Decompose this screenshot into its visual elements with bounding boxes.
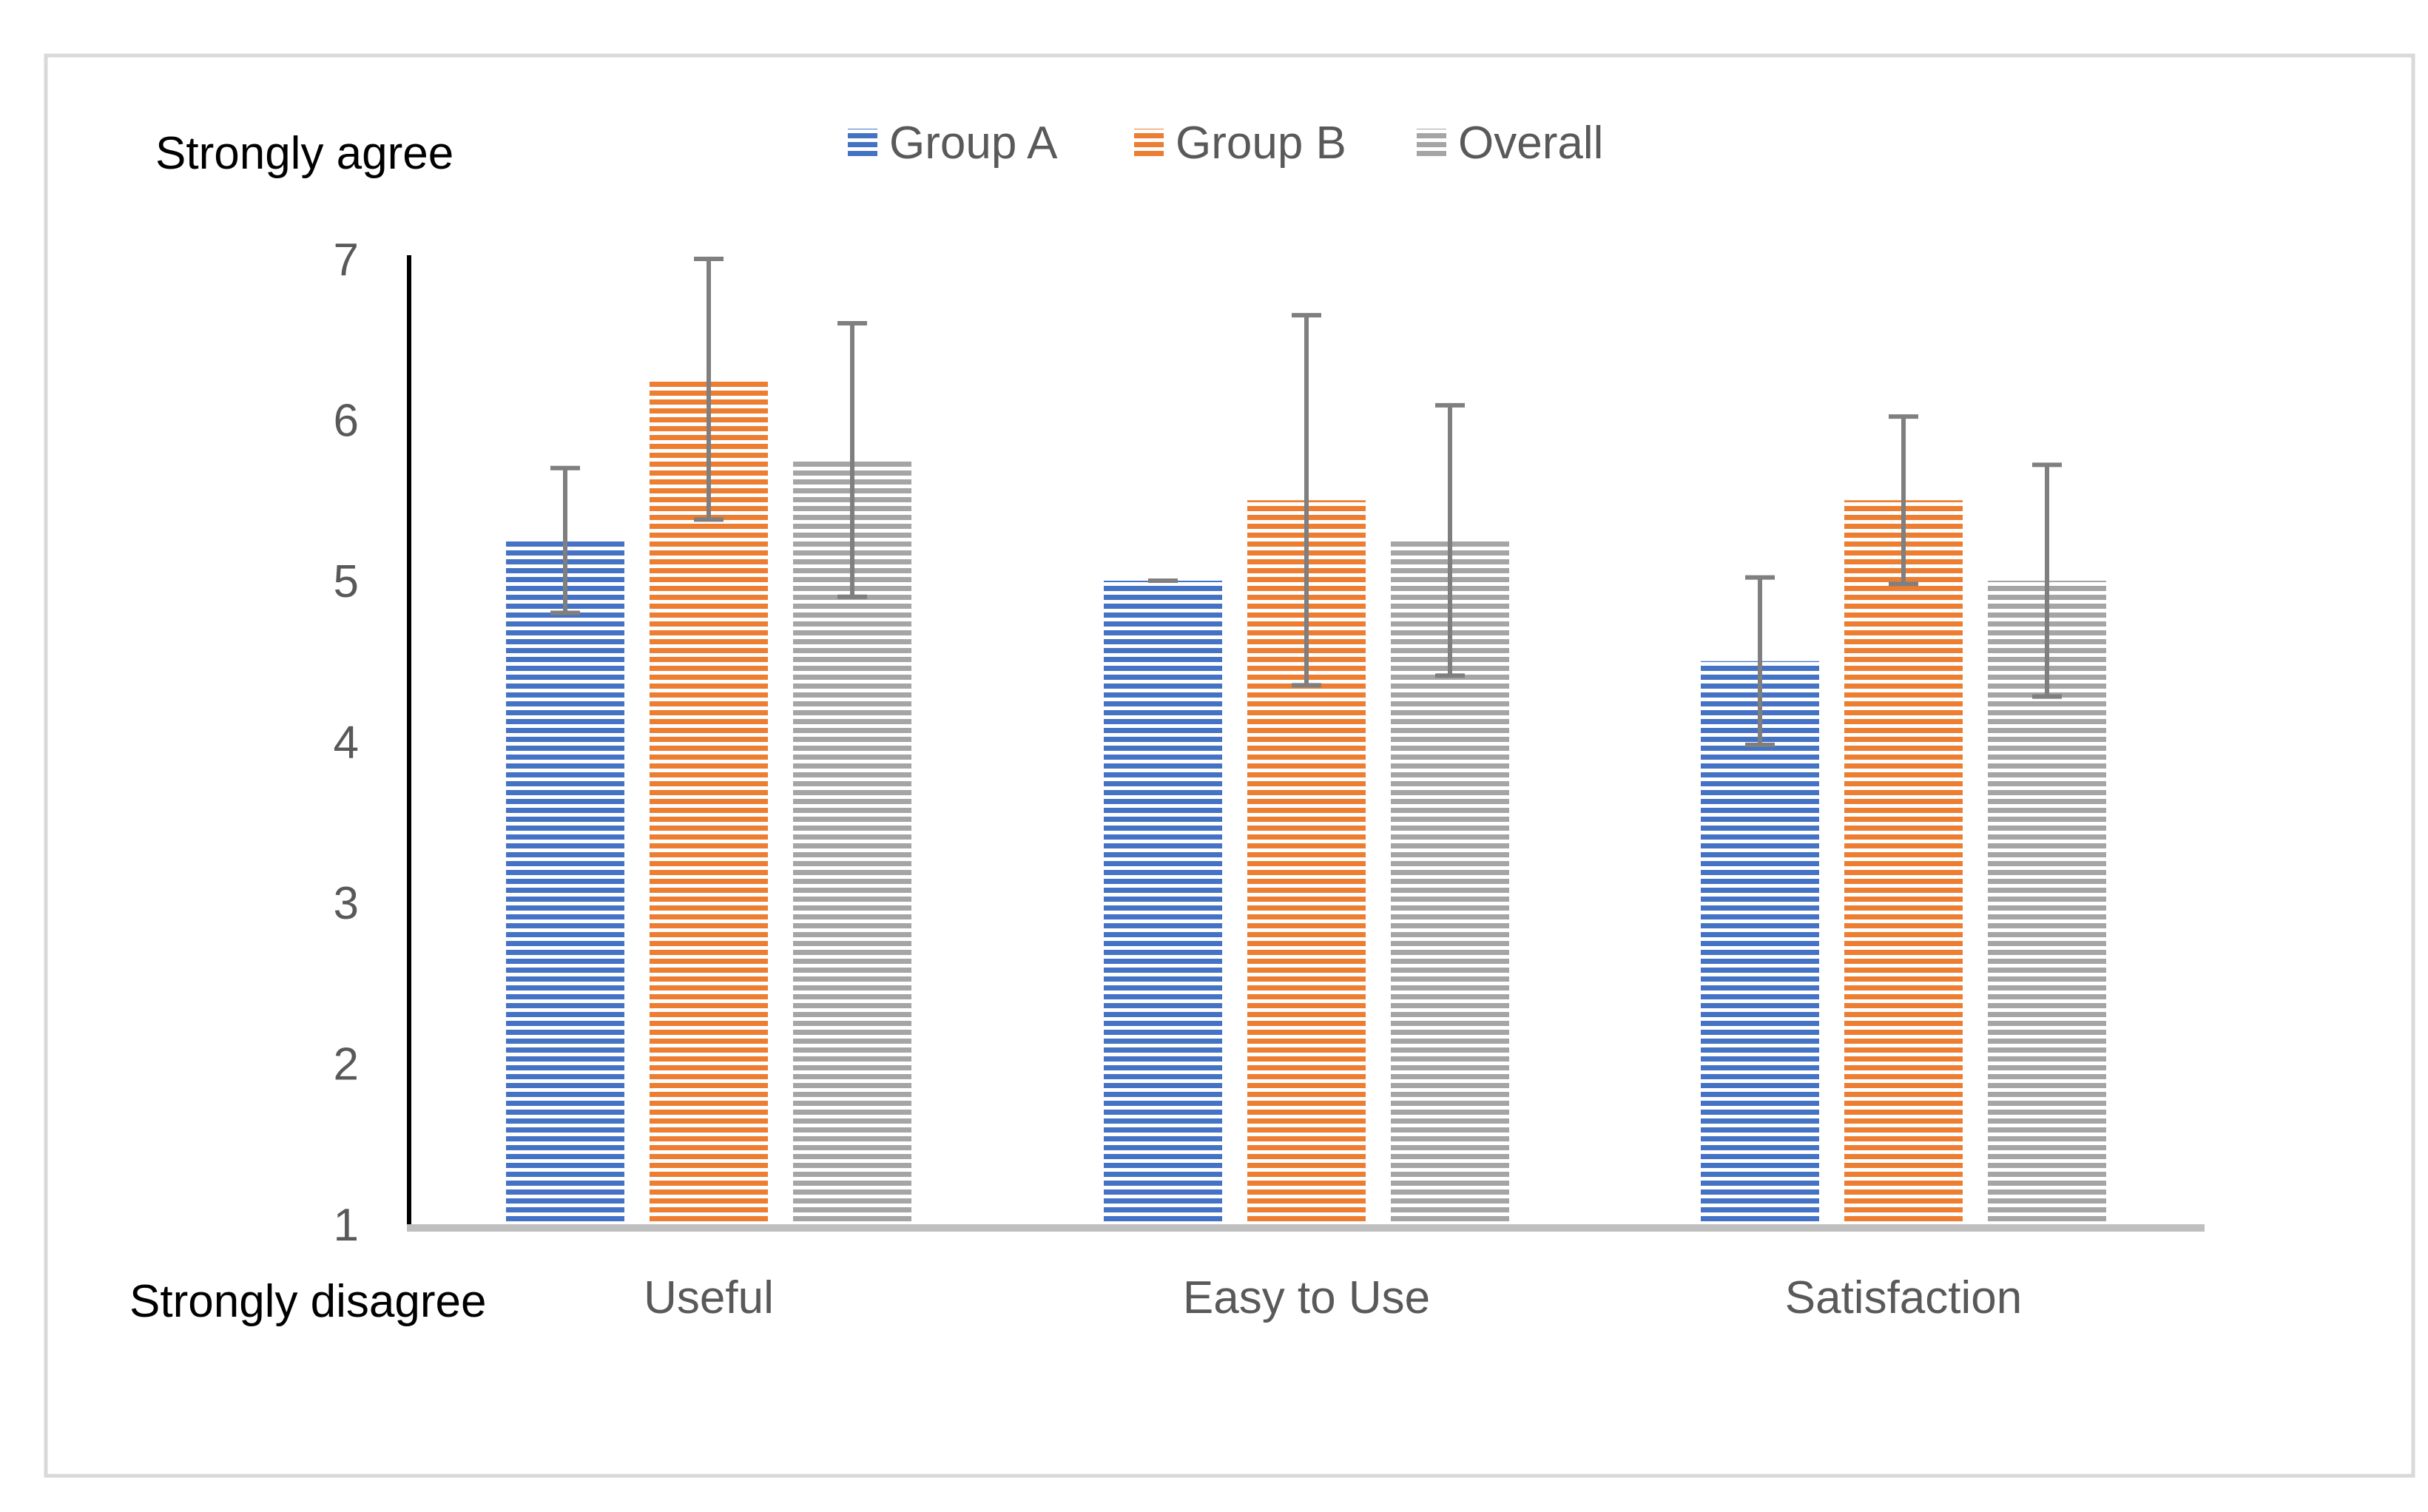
- y-tick-label: 5: [334, 556, 359, 607]
- legend-label: Group B: [1176, 118, 1346, 169]
- error-bars: [550, 257, 2062, 747]
- legend-item: Overall: [1417, 118, 1603, 169]
- bar: [1104, 581, 1222, 1224]
- legend-swatch: [1134, 129, 1164, 158]
- y-tick-label: 6: [334, 396, 359, 447]
- legend-swatch: [848, 129, 877, 158]
- y-bottom-label: Strongly disagree: [129, 1276, 487, 1327]
- y-tick-labels: 1 2 3 4 5 6 7: [334, 234, 359, 1251]
- legend-label: Overall: [1458, 118, 1603, 169]
- error-bar: [1435, 402, 1465, 678]
- error-bar: [1889, 414, 1918, 587]
- legend-item: Group A: [848, 118, 1058, 169]
- legend-label: Group A: [889, 118, 1058, 169]
- bar: [1701, 661, 1819, 1224]
- y-tick-label: 2: [334, 1039, 359, 1090]
- error-bar: [694, 257, 724, 522]
- x-category-label: Useful: [644, 1272, 774, 1323]
- bars: [506, 379, 2106, 1224]
- y-top-label: Strongly agree: [155, 128, 453, 179]
- legend-item: Group B: [1134, 118, 1346, 169]
- y-tick-label: 1: [334, 1200, 359, 1251]
- bar: [506, 540, 624, 1224]
- y-tick-label: 4: [334, 718, 359, 769]
- error-bar: [837, 321, 867, 599]
- error-bar: [2032, 462, 2062, 699]
- bar: [1844, 500, 1963, 1224]
- error-bar: [550, 465, 580, 615]
- y-tick-label: 3: [334, 878, 359, 929]
- error-bar: [1292, 313, 1321, 688]
- y-tick-label: 7: [334, 234, 359, 286]
- error-bar: [1745, 575, 1775, 747]
- x-category-labels: Useful Easy to Use Satisfaction: [644, 1272, 2022, 1323]
- legend-swatch: [1417, 129, 1446, 158]
- legend: Group A Group B Overall: [848, 118, 1603, 169]
- x-category-label: Satisfaction: [1785, 1272, 2023, 1323]
- x-category-label: Easy to Use: [1183, 1272, 1430, 1323]
